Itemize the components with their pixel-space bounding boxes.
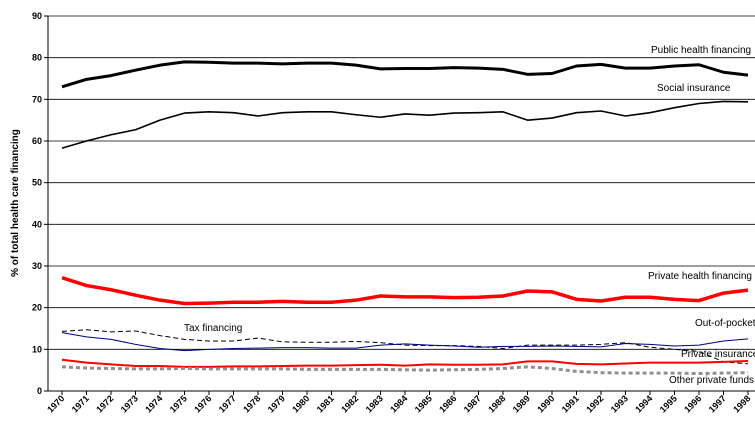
x-tick-label: 1977 xyxy=(217,393,238,414)
y-tick-label: 20 xyxy=(32,303,42,313)
x-tick-label: 1995 xyxy=(658,393,679,414)
y-tick-label: 0 xyxy=(37,386,42,396)
y-tick-label: 90 xyxy=(32,11,42,21)
x-tick-label: 1984 xyxy=(388,393,409,414)
y-tick-label: 70 xyxy=(32,94,42,104)
x-tick-label: 1986 xyxy=(437,393,458,414)
x-tick-label: 1987 xyxy=(462,393,483,414)
y-tick-label: 40 xyxy=(32,219,42,229)
x-tick-label: 1983 xyxy=(364,393,385,414)
series-line xyxy=(61,100,749,149)
y-tick-label: 50 xyxy=(32,178,42,188)
x-tick-label: 1988 xyxy=(486,393,507,414)
series-line xyxy=(61,365,749,375)
x-tick-label: 1994 xyxy=(633,393,654,414)
series-label: Social insurance xyxy=(657,83,731,94)
series-line xyxy=(61,332,749,352)
x-tick-label: 1974 xyxy=(143,393,164,414)
x-tick-label: 1989 xyxy=(511,393,532,414)
series-line xyxy=(61,358,749,368)
x-tick-label: 1996 xyxy=(682,393,703,414)
y-tick-label: 30 xyxy=(32,261,42,271)
y-tick-label: 60 xyxy=(32,136,42,146)
y-tick-label: 80 xyxy=(32,53,42,63)
x-tick-label: 1998 xyxy=(731,393,752,414)
series-label: Public health financing xyxy=(651,45,751,56)
series-label: Tax financing xyxy=(184,323,242,334)
y-tick-label: 10 xyxy=(32,344,42,354)
x-tick-label: 1975 xyxy=(168,393,189,414)
series-label: Private health financing xyxy=(648,271,752,282)
y-axis-label: % of total health care financing xyxy=(10,129,21,277)
series-line xyxy=(61,60,749,89)
series-label: Other private funds xyxy=(669,375,754,386)
x-tick-label: 1991 xyxy=(560,393,581,414)
x-tick-label: 1982 xyxy=(339,393,360,414)
series-line xyxy=(61,329,749,365)
x-tick-label: 1985 xyxy=(413,393,434,414)
x-tick-label: 1972 xyxy=(94,393,115,414)
x-tick-label: 1992 xyxy=(584,393,605,414)
x-tick-label: 1990 xyxy=(535,393,556,414)
x-tick-label: 1978 xyxy=(241,393,262,414)
x-tick-label: 1979 xyxy=(266,393,287,414)
series-label: Private insurance xyxy=(681,349,755,360)
x-tick-label: 1971 xyxy=(70,393,91,414)
series-line xyxy=(61,276,749,306)
x-tick-label: 1981 xyxy=(315,393,336,414)
x-tick-label: 1976 xyxy=(192,393,213,414)
x-tick-label: 1970 xyxy=(45,393,66,414)
x-tick-label: 1973 xyxy=(119,393,140,414)
x-tick-label: 1997 xyxy=(707,393,728,414)
x-tick-label: 1993 xyxy=(609,393,630,414)
x-tick-label: 1980 xyxy=(290,393,311,414)
series-label: Out-of-pocket xyxy=(695,318,755,329)
